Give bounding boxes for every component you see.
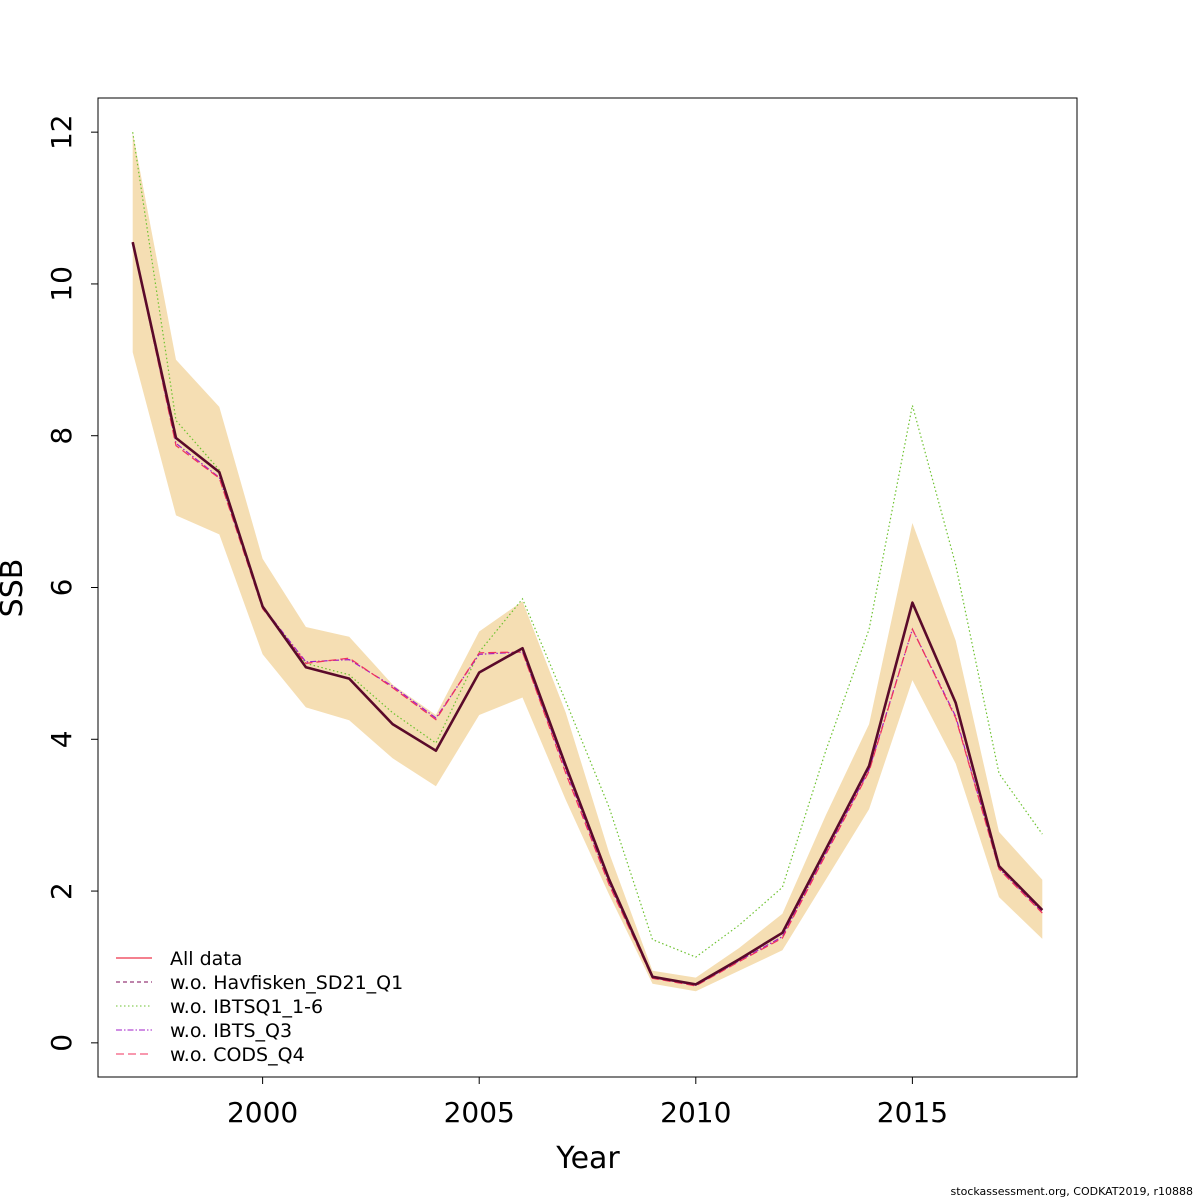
- legend-item: All data: [116, 948, 242, 970]
- estimate-line: [131, 241, 1044, 986]
- x-tick-label: 2000: [227, 1096, 298, 1129]
- legend-item: w.o. Havfisken_SD21_Q1: [116, 972, 403, 994]
- confidence-band: [132, 132, 1043, 992]
- x-tick-label: 2005: [444, 1096, 515, 1129]
- credit-text: stockassessment.org, CODKAT2019, r10888: [951, 1185, 1193, 1198]
- series-line-3: [132, 242, 1043, 986]
- legend-label: w.o. CODS_Q4: [170, 1044, 305, 1066]
- y-tick-label: 4: [45, 730, 78, 748]
- y-tick-label: 2: [45, 882, 78, 900]
- y-tick-label: 12: [45, 114, 78, 150]
- legend-label: w.o. IBTS_Q3: [170, 1020, 292, 1042]
- y-tick-label: 6: [45, 579, 78, 597]
- series-layer: [131, 132, 1044, 987]
- x-axis-title: Year: [555, 1141, 620, 1176]
- x-tick-label: 2015: [877, 1096, 948, 1129]
- legend-label: All data: [170, 948, 242, 970]
- y-axis: 0 2 4 6 8 10 12: [45, 114, 99, 1052]
- x-axis: 2000 2005 2010 2015: [227, 1076, 948, 1129]
- y-tick-label: 10: [45, 266, 78, 302]
- legend-item: w.o. CODS_Q4: [116, 1044, 305, 1066]
- legend-label: w.o. IBTSQ1_1-6: [170, 996, 323, 1018]
- legend-item: w.o. IBTSQ1_1-6: [116, 996, 323, 1018]
- x-tick-label: 2010: [660, 1096, 731, 1129]
- confidence-band-layer: [132, 132, 1043, 992]
- y-tick-label: 0: [45, 1034, 78, 1052]
- y-axis-title: SSB: [0, 559, 30, 618]
- legend-item: w.o. IBTS_Q3: [116, 1020, 292, 1042]
- legend-label: w.o. Havfisken_SD21_Q1: [170, 972, 403, 994]
- y-tick-label: 8: [45, 427, 78, 445]
